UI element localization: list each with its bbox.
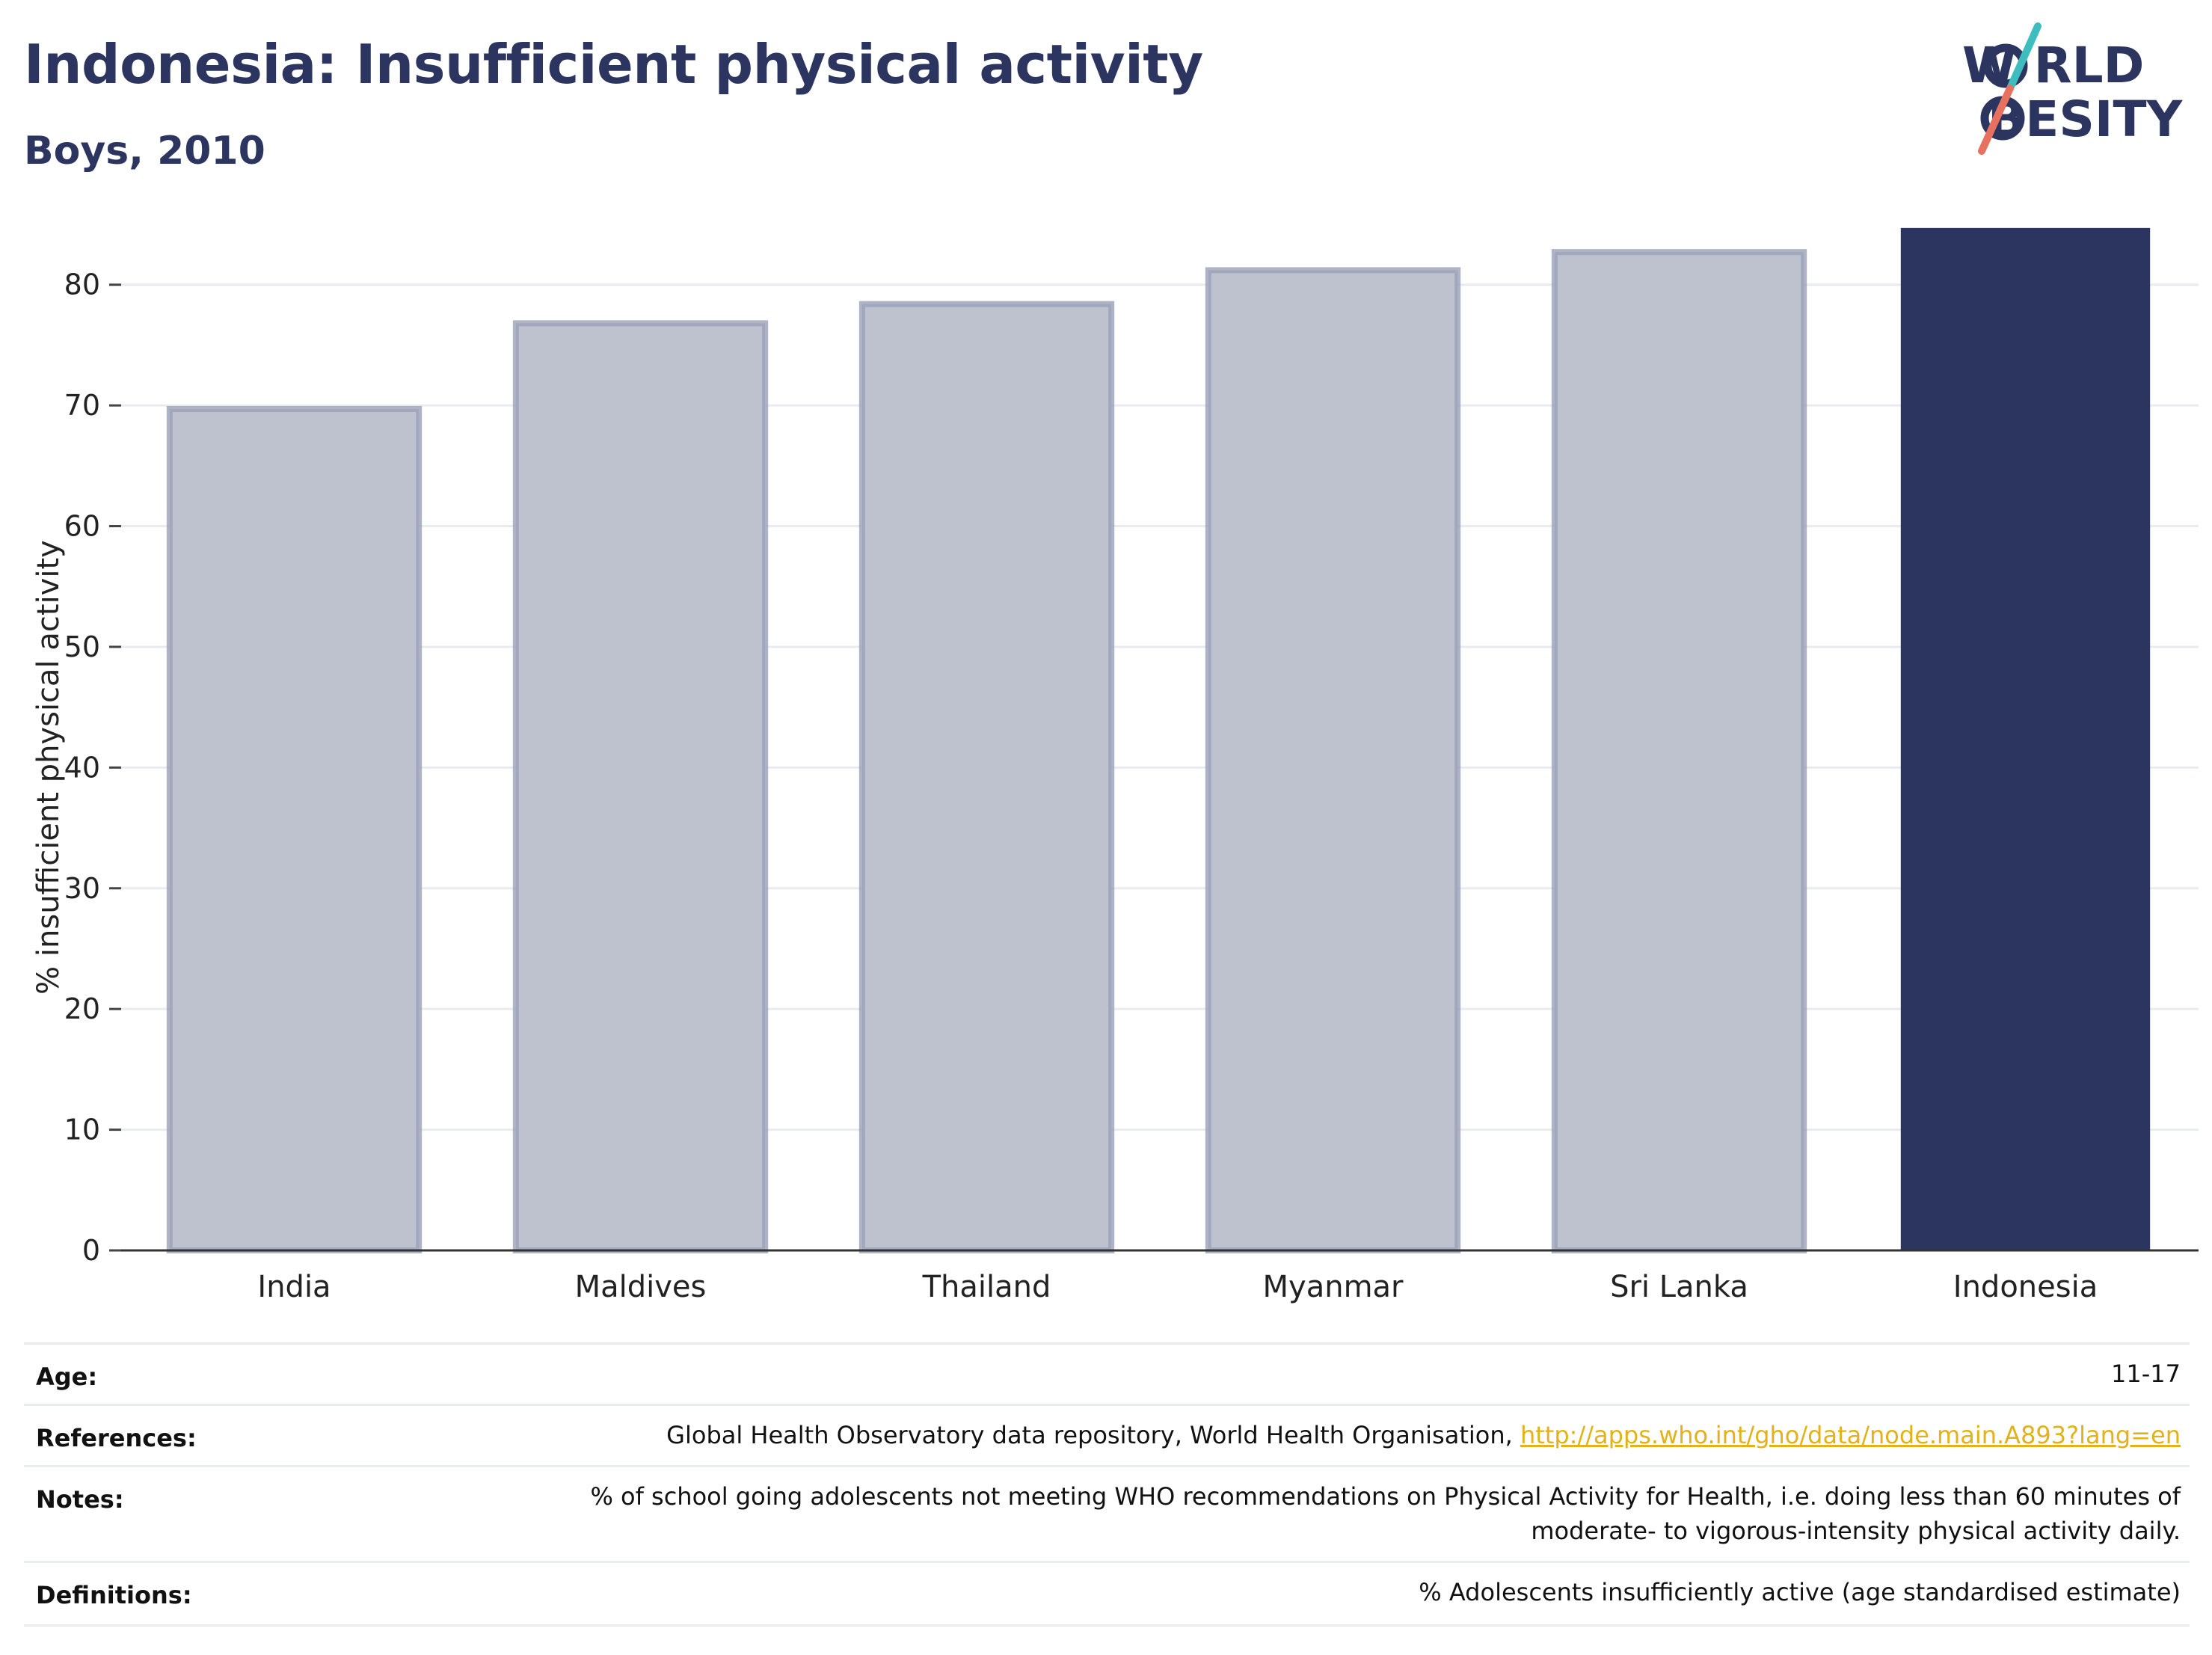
y-axis-label: % insufficient physical activity	[31, 540, 66, 995]
references-value: Global Health Observatory data repositor…	[666, 1418, 2181, 1452]
logo-line1: W RLD	[1962, 37, 2144, 94]
bar-maldives	[512, 320, 769, 1253]
bar-chart: 0 10 20 30 40 50 60 70 80 % insufficient physical…	[31, 227, 2199, 1304]
x-tick-label: Myanmar	[1263, 1270, 1404, 1304]
y-tick-label: 0	[82, 1234, 100, 1267]
x-tick-label: India	[257, 1270, 331, 1304]
y-tick-label: 80	[64, 268, 100, 301]
age-value: 11-17	[2111, 1360, 2181, 1388]
x-tick-label: Thailand	[922, 1270, 1051, 1304]
y-tick-label: 40	[64, 751, 100, 784]
x-tick-label: Sri Lanka	[1610, 1270, 1748, 1304]
logo-coral-slash	[1978, 85, 2014, 155]
bar-sri-lanka	[1551, 249, 1807, 1253]
age-label: Age:	[36, 1363, 98, 1391]
x-tick-label: Indonesia	[1953, 1270, 2098, 1304]
references-label: References:	[36, 1424, 197, 1452]
y-tick-label: 30	[64, 872, 100, 905]
info-row-references: References: Global Health Observatory da…	[24, 1404, 2190, 1467]
info-row-notes: Notes: % of school going adolescents not…	[24, 1465, 2190, 1563]
bar-myanmar	[1205, 267, 1461, 1254]
logo-teal-slash	[2006, 22, 2042, 92]
references-link[interactable]: http://apps.who.int/gho/data/node.main.A…	[1520, 1421, 2181, 1449]
notes-value: % of school going adolescents not meetin…	[590, 1479, 2181, 1548]
definitions-label: Definitions:	[36, 1581, 192, 1609]
bar-indonesia	[1900, 227, 2151, 1251]
notes-line1: % of school going adolescents not meetin…	[590, 1482, 2181, 1511]
info-row-age: Age: 11-17	[24, 1342, 2190, 1406]
y-tick-label: 10	[64, 1114, 100, 1146]
notes-label: Notes:	[36, 1485, 124, 1514]
bar-thailand	[858, 301, 1115, 1254]
x-tick-label: Maldives	[575, 1270, 707, 1304]
notes-line2: moderate- to vigorous-intensity physical…	[1531, 1517, 2181, 1545]
chart-title: Indonesia: Insufficient physical activit…	[24, 33, 1203, 96]
info-row-definitions: Definitions: % Adolescents insufficientl…	[24, 1561, 2190, 1627]
chart-subtitle: Boys, 2010	[24, 129, 265, 174]
world-obesity-logo: W RLD BESITY	[1962, 22, 2184, 155]
bar-india	[166, 405, 423, 1254]
references-text: Global Health Observatory data repositor…	[666, 1421, 1520, 1449]
definitions-value: % Adolescents insufficiently active (age…	[1419, 1578, 2181, 1606]
y-tick-label: 50	[64, 630, 100, 663]
y-tick-label: 70	[64, 389, 100, 422]
y-tick-label: 60	[64, 510, 100, 543]
y-tick-label: 20	[64, 992, 100, 1025]
